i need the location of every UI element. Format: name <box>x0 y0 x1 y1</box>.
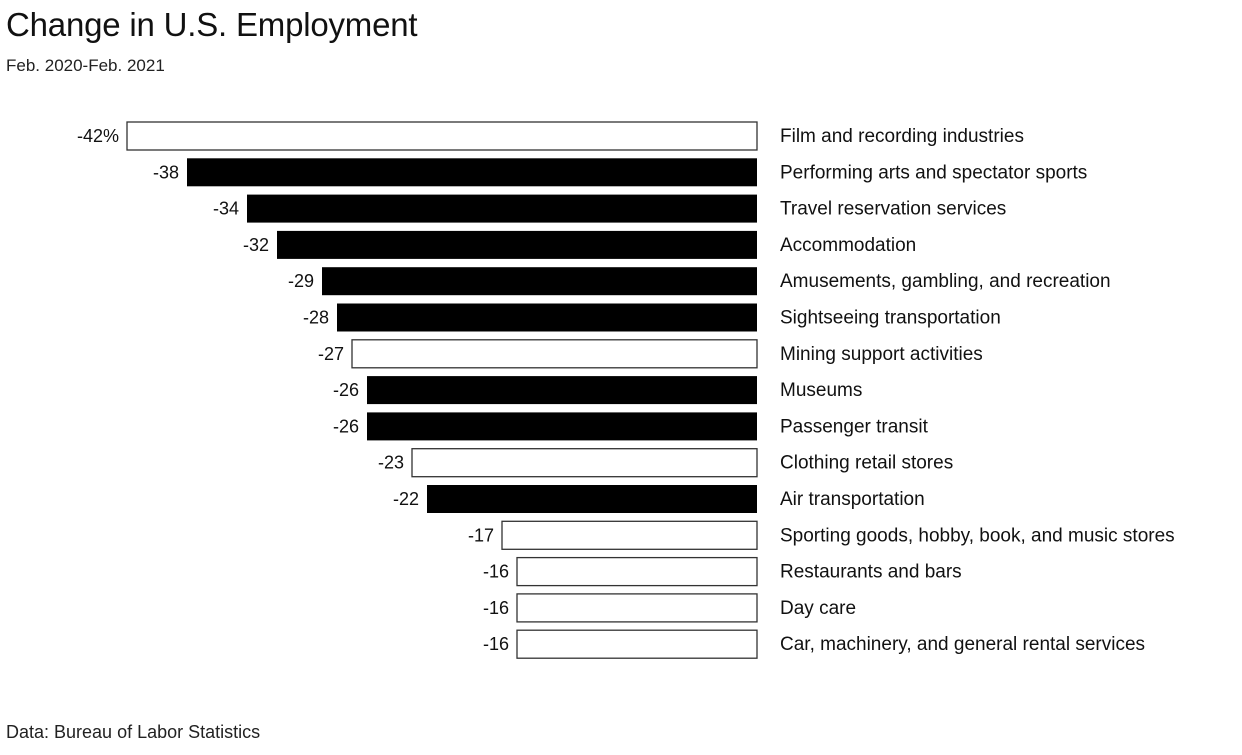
category-label-11: Sporting goods, hobby, book, and music s… <box>780 525 1175 546</box>
category-label-12: Restaurants and bars <box>780 562 962 583</box>
bar-14 <box>516 629 758 659</box>
value-label-4: -29 <box>288 271 314 291</box>
value-label-14: -16 <box>483 634 509 654</box>
bar-2 <box>247 194 757 223</box>
value-label-9: -23 <box>378 453 404 473</box>
category-label-7: Museums <box>780 380 862 401</box>
value-label-3: -32 <box>243 235 269 255</box>
bar-13 <box>516 593 758 623</box>
value-label-11: -17 <box>468 525 494 545</box>
category-label-9: Clothing retail stores <box>780 453 953 474</box>
value-label-13: -16 <box>483 598 509 618</box>
category-label-14: Car, machinery, and general rental servi… <box>780 634 1145 655</box>
bar-12 <box>516 556 758 587</box>
value-label-8: -26 <box>333 416 359 436</box>
value-label-6: -27 <box>318 344 344 364</box>
bar-1 <box>187 158 757 187</box>
bar-6 <box>351 339 758 369</box>
category-label-3: Accommodation <box>780 235 916 256</box>
value-label-0: -42% <box>77 126 119 146</box>
bar-10 <box>427 485 757 513</box>
category-label-6: Mining support activities <box>780 344 983 365</box>
category-label-1: Performing arts and spectator sports <box>780 162 1087 183</box>
bar-5 <box>337 303 757 332</box>
source-note: Data: Bureau of Labor Statistics <box>6 722 261 742</box>
category-label-5: Sightseeing transportation <box>780 308 1001 329</box>
value-label-1: -38 <box>153 162 179 182</box>
value-label-12: -16 <box>483 562 509 582</box>
bar-4 <box>322 267 757 296</box>
category-label-13: Day care <box>780 598 856 619</box>
value-label-2: -34 <box>213 199 239 219</box>
category-label-10: Air transportation <box>780 489 925 510</box>
bar-3 <box>277 230 757 259</box>
category-label-2: Travel reservation services <box>780 199 1006 220</box>
bar-7 <box>367 376 757 405</box>
category-label-8: Passenger transit <box>780 416 929 437</box>
chart-title: Change in U.S. Employment <box>6 6 418 43</box>
bar-0 <box>126 121 758 151</box>
bar-8 <box>367 412 757 441</box>
value-label-7: -26 <box>333 380 359 400</box>
category-label-4: Amusements, gambling, and recreation <box>780 271 1111 292</box>
value-label-10: -22 <box>393 489 419 509</box>
category-label-0: Film and recording industries <box>780 126 1024 147</box>
chart-subtitle: Feb. 2020-Feb. 2021 <box>6 56 165 75</box>
bar-11 <box>501 520 758 550</box>
bar-9 <box>411 448 758 478</box>
value-label-5: -28 <box>303 308 329 328</box>
